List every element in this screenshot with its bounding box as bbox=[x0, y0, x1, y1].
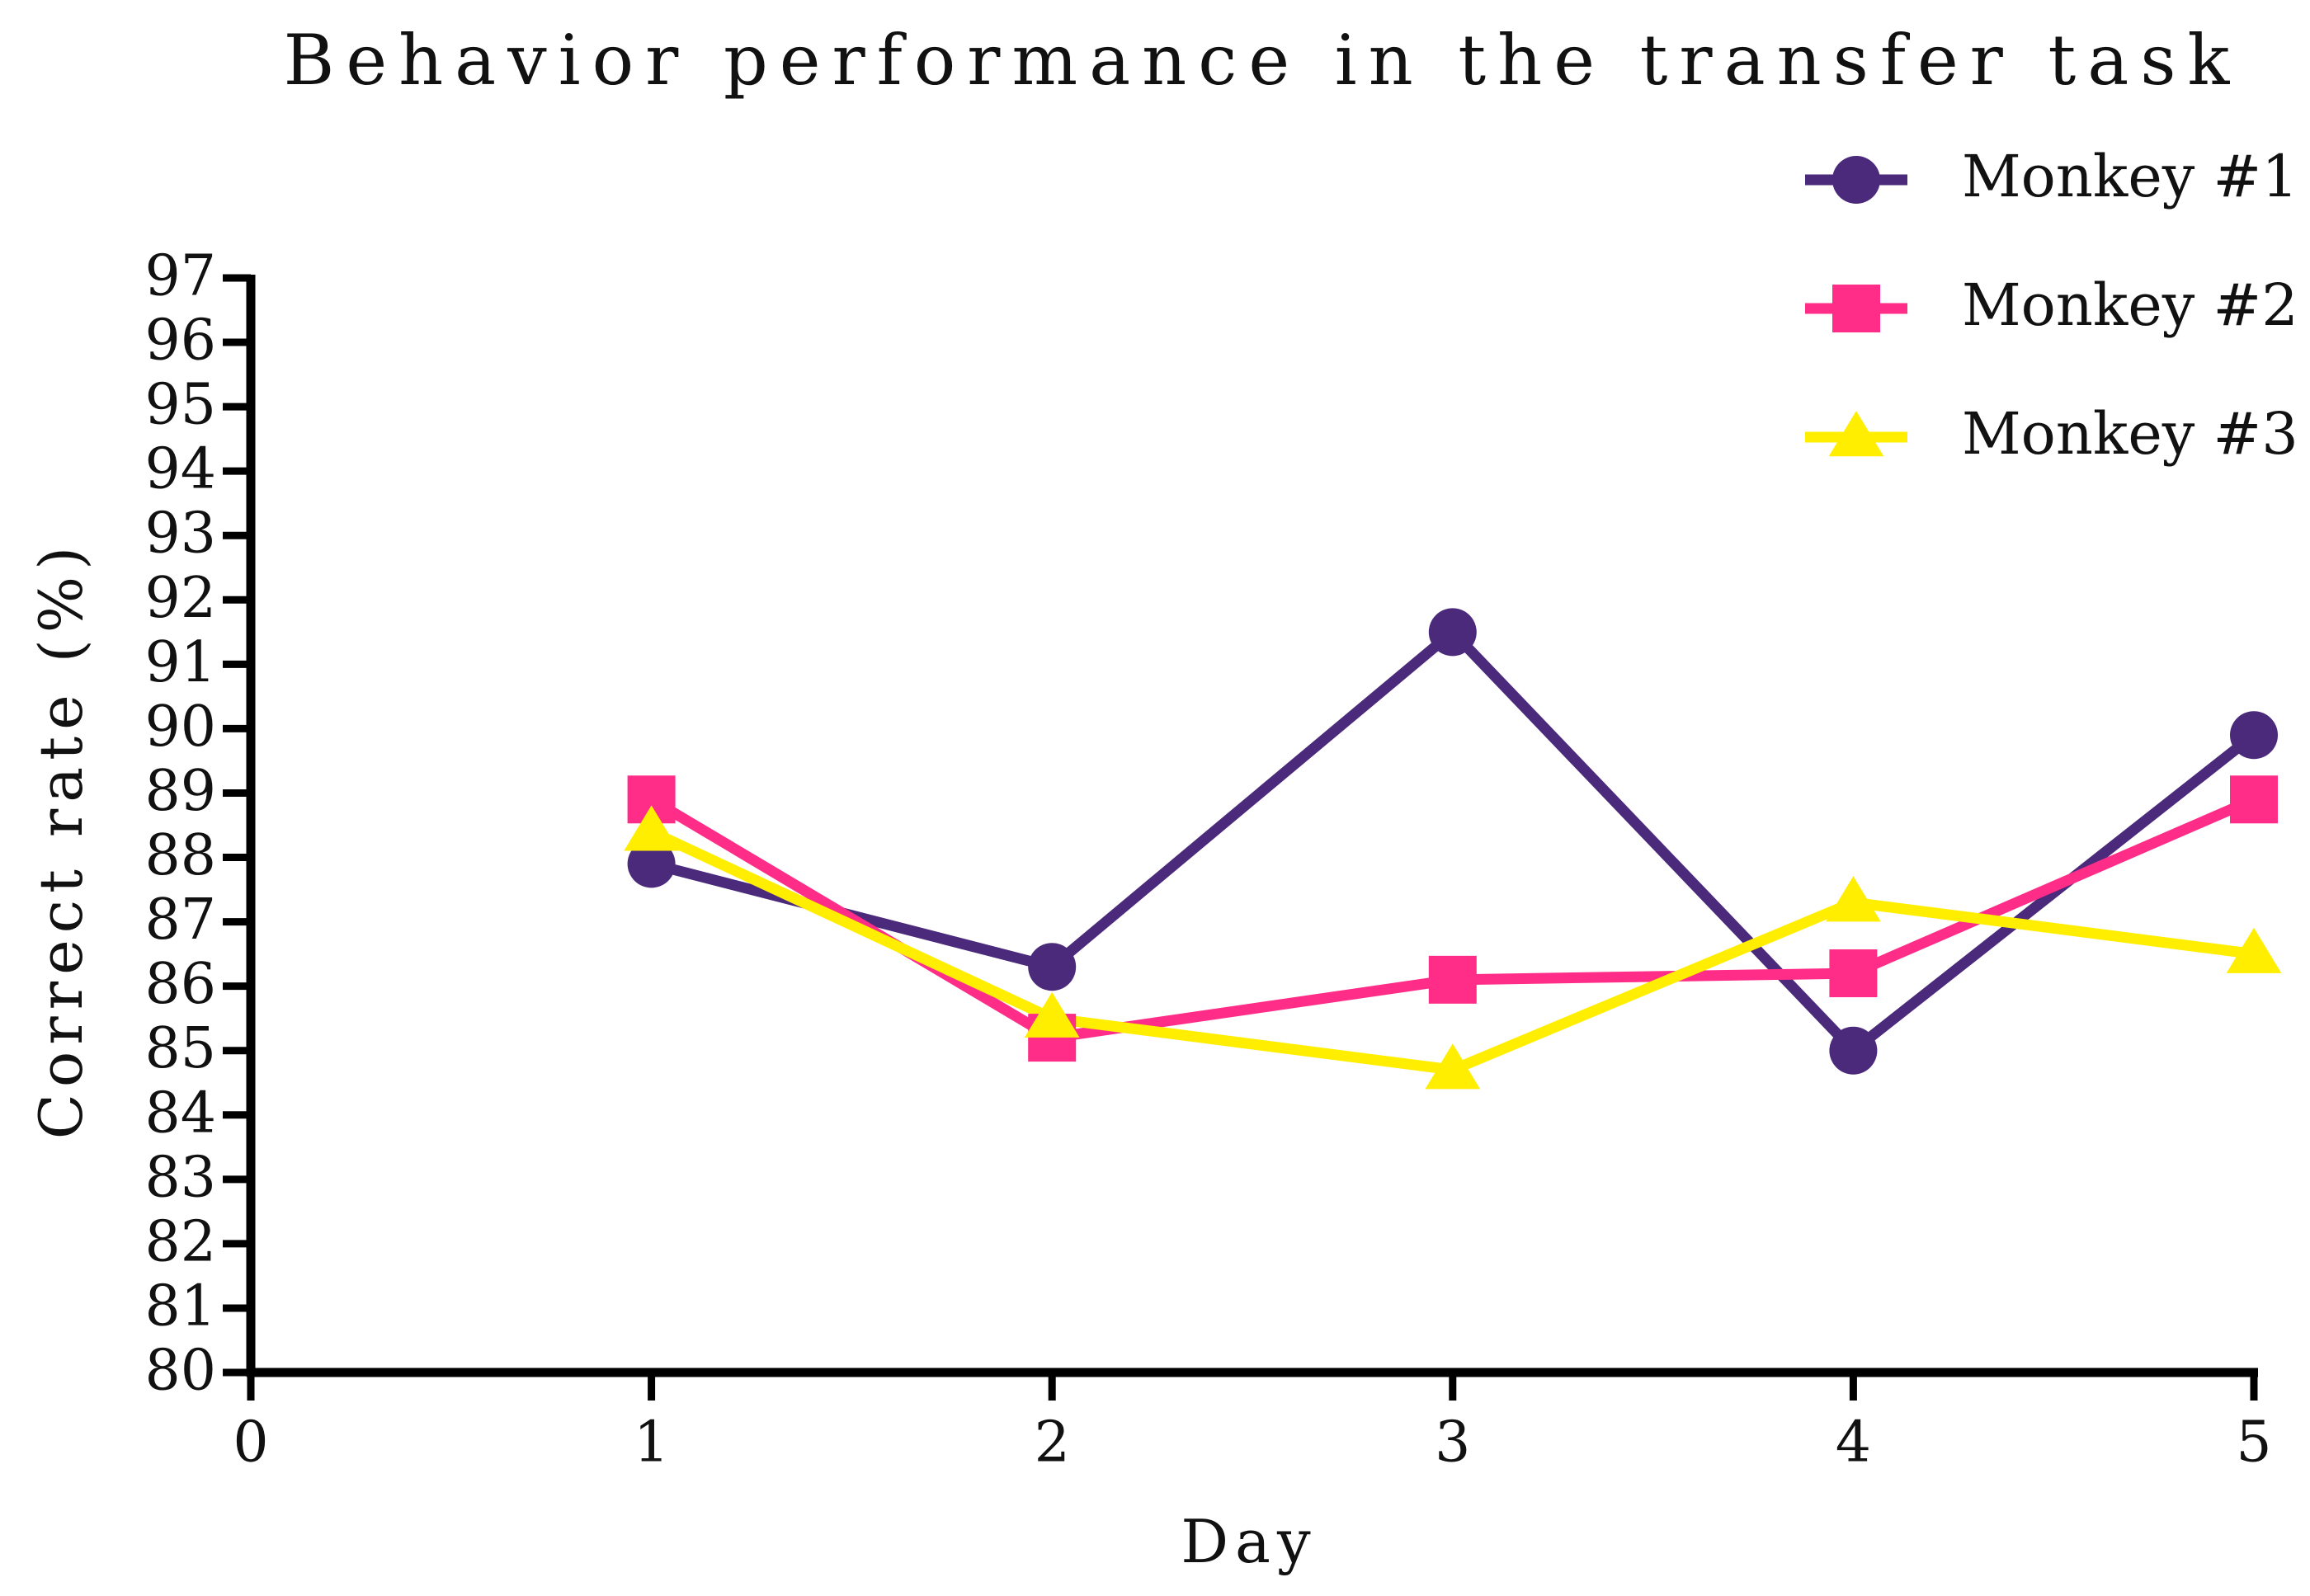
chart-title: Behavior performance in the transfer tas… bbox=[284, 20, 2242, 101]
legend-marker bbox=[1828, 411, 1884, 457]
legend-marker bbox=[1832, 285, 1880, 332]
x-tick-label: 1 bbox=[634, 1410, 669, 1476]
marker bbox=[627, 840, 676, 888]
y-tick-label: 94 bbox=[144, 437, 216, 502]
y-tick-label: 93 bbox=[144, 501, 216, 567]
series-line bbox=[648, 826, 2255, 1076]
marker bbox=[1028, 943, 1077, 991]
y-tick-label: 88 bbox=[144, 823, 216, 888]
y-tick-label: 80 bbox=[144, 1339, 216, 1404]
y-axis-label: Correct rate (%) bbox=[26, 540, 96, 1139]
marker bbox=[1024, 991, 1080, 1038]
marker bbox=[1428, 955, 1477, 1004]
legend-label: Monkey #3 bbox=[1962, 400, 2298, 468]
y-tick-label: 90 bbox=[144, 694, 216, 760]
marker bbox=[2226, 927, 2282, 973]
x-tick-label: 5 bbox=[2236, 1410, 2271, 1476]
y-tick-label: 81 bbox=[144, 1274, 216, 1339]
y-tick-label: 82 bbox=[144, 1209, 216, 1274]
y-tick-label: 85 bbox=[144, 1016, 216, 1081]
y-tick-label: 97 bbox=[144, 244, 216, 309]
marker bbox=[1829, 1026, 1878, 1075]
marker bbox=[1428, 608, 1477, 657]
y-tick-label: 86 bbox=[144, 952, 216, 1017]
y-tick-label: 84 bbox=[144, 1080, 216, 1146]
y-tick-label: 95 bbox=[144, 373, 216, 438]
marker bbox=[1425, 1043, 1481, 1090]
y-tick-label: 83 bbox=[144, 1145, 216, 1210]
x-axis-label: Day bbox=[1181, 1507, 1317, 1576]
x-tick-label: 2 bbox=[1035, 1410, 1070, 1476]
marker bbox=[624, 805, 679, 851]
x-tick-label: 0 bbox=[233, 1410, 268, 1476]
marker bbox=[2230, 775, 2278, 824]
y-tick-label: 92 bbox=[144, 566, 216, 631]
y-tick-label: 87 bbox=[144, 887, 216, 953]
marker bbox=[2230, 711, 2278, 760]
legend-label: Monkey #1 bbox=[1962, 143, 2298, 210]
marker bbox=[1829, 949, 1878, 998]
marker bbox=[1826, 876, 1881, 922]
legend-label: Monkey #2 bbox=[1962, 271, 2298, 339]
y-tick-label: 91 bbox=[144, 630, 216, 695]
x-tick-label: 4 bbox=[1836, 1410, 1871, 1476]
y-tick-label: 89 bbox=[144, 759, 216, 824]
x-tick-label: 3 bbox=[1435, 1410, 1470, 1476]
y-tick-label: 96 bbox=[144, 308, 216, 374]
legend-marker bbox=[1832, 156, 1880, 204]
